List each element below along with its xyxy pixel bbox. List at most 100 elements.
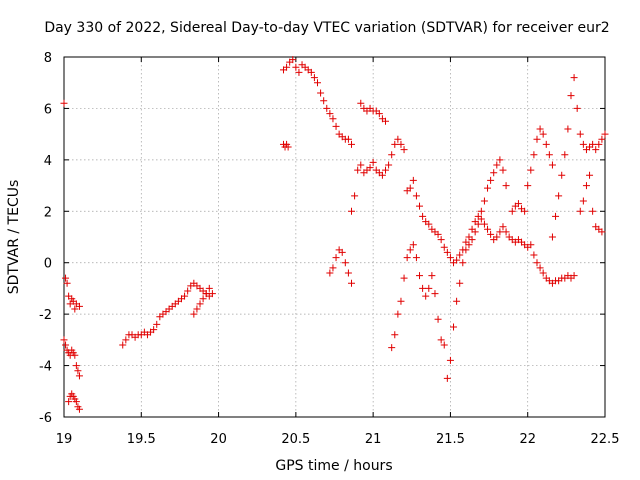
x-tick-label: 21.5 [436,432,465,447]
data-point [589,140,597,148]
data-point [456,279,464,287]
data-point [320,97,328,105]
y-tick-label: -2 [39,308,52,323]
data-point [434,230,442,238]
data-point [579,197,587,205]
x-tick-label: 22 [519,432,536,447]
data-point [586,171,594,179]
data-point [326,269,334,277]
data-point [536,264,544,272]
data-point [502,228,510,236]
data-point [443,374,451,382]
data-point [406,246,414,254]
data-point [394,310,402,318]
data-point [474,212,482,220]
series-seg11 [388,215,485,382]
data-point [524,182,532,190]
data-point [493,161,501,169]
data-point [400,274,408,282]
data-point [598,135,606,143]
data-point [348,279,356,287]
data-point [351,192,359,200]
data-point [480,197,488,205]
data-point [184,287,192,295]
data-point [329,115,337,123]
data-point [338,248,346,256]
data-point [582,182,590,190]
data-point [453,297,461,305]
series-seg7 [279,56,356,148]
data-point [196,300,204,308]
data-point [412,254,420,262]
data-point [545,151,553,159]
data-point [502,182,510,190]
data-point [573,104,581,112]
data-point [567,92,575,100]
data-point [496,156,504,164]
data-point [72,398,80,406]
series-seg12 [403,156,510,267]
data-point [394,135,402,143]
data-point [548,161,556,169]
series-seg2 [60,336,83,380]
data-point [397,140,405,148]
data-point [60,99,68,107]
y-tick-label: 2 [44,205,52,220]
data-point [462,238,470,246]
data-point [71,351,79,359]
data-point [530,251,538,259]
data-point [477,207,485,215]
data-point [310,74,318,82]
data-point [62,341,70,349]
data-point [72,362,80,370]
tick-label-layer: 19 19.5 20 20.5 21 21.5 22 22.5 -6 -4 -2 0 2 4 6 8 [39,51,619,447]
data-point [307,68,315,76]
data-point [431,290,439,298]
data-point [440,243,448,251]
plot-frame [63,56,606,418]
x-tick-label: 21 [365,432,382,447]
data-point [536,125,544,133]
data-point [508,207,516,215]
data-point [446,356,454,364]
data-point [75,302,83,310]
data-point [295,68,303,76]
data-point [119,341,127,349]
y-tick-label: -6 [39,411,52,426]
data-point [419,284,427,292]
data-point [409,241,417,249]
data-point [391,331,399,339]
data-point [391,140,399,148]
data-point [150,326,158,334]
data-point [332,122,340,130]
data-point [453,256,461,264]
y-tick-label: 8 [44,51,52,66]
data-point [344,135,352,143]
data-point [60,336,68,344]
data-point [332,254,340,262]
data-point [199,295,207,303]
data-point [533,259,541,267]
series-seg3 [65,390,83,413]
data-point [561,151,569,159]
data-point [459,259,467,267]
data-point [555,192,563,200]
data-point [595,140,603,148]
x-tick-label: 20.5 [281,432,310,447]
data-point [326,110,334,118]
data-point [344,269,352,277]
data-point [450,323,458,331]
data-point [598,228,606,236]
grid-layer [64,57,605,417]
tick-layer [63,56,606,418]
series-seg13 [480,220,578,287]
data-point [437,236,445,244]
data-point [385,161,393,169]
data-point [369,158,377,166]
y-tick-label: 0 [44,257,52,272]
data-point [153,320,161,328]
data-point [403,254,411,262]
data-point [425,284,433,292]
y-tick-label: 4 [44,154,52,169]
